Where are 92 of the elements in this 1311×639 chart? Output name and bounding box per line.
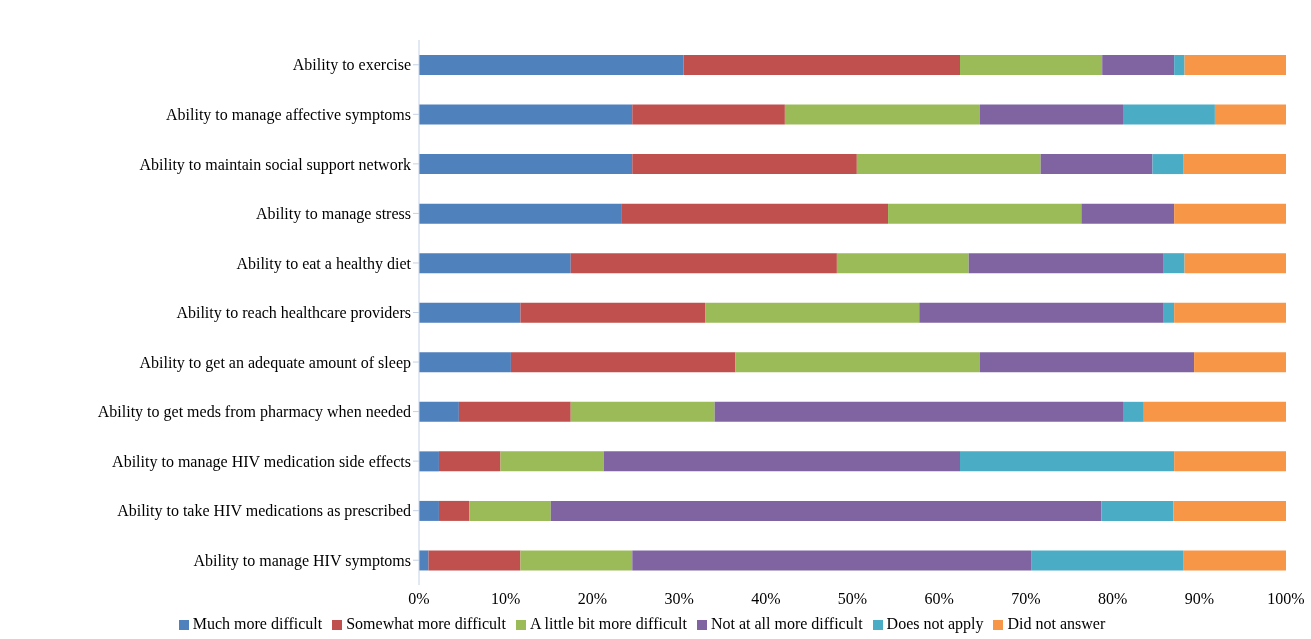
x-tick-label: 80% xyxy=(1097,590,1128,608)
y-tick-label: Ability to manage stress xyxy=(255,205,411,224)
bar xyxy=(1184,55,1286,75)
bar xyxy=(419,401,459,422)
x-tick-label: 10% xyxy=(491,590,521,608)
y-tick-label: Ability to manage HIV symptoms xyxy=(193,551,411,570)
x-tick-label: 0% xyxy=(408,590,430,608)
bar xyxy=(520,302,706,323)
bar xyxy=(419,451,439,472)
y-tick-label: Ability to reach healthcare providers xyxy=(176,304,411,323)
y-tick-label: Ability to exercise xyxy=(292,56,411,75)
legend-label: Much more difficult xyxy=(192,615,323,632)
bar xyxy=(1163,302,1175,323)
x-tick-label: 50% xyxy=(837,590,868,608)
bar xyxy=(1031,550,1184,571)
bar xyxy=(1173,500,1286,521)
bar xyxy=(714,401,1123,422)
bar xyxy=(1143,401,1286,422)
bar xyxy=(836,253,969,274)
x-tick-label: 100% xyxy=(1267,590,1305,608)
bar xyxy=(419,352,511,373)
x-tick-label: 60% xyxy=(924,590,954,608)
y-tick-label: Ability to take HIV medications as prescribed xyxy=(117,502,411,521)
legend-label: Does not apply xyxy=(886,615,984,632)
y-tick-label: Ability to eat a healthy diet xyxy=(236,254,412,273)
bar xyxy=(632,154,857,175)
x-tick-label: 30% xyxy=(664,590,694,608)
bar xyxy=(510,352,736,373)
bar xyxy=(1183,550,1286,571)
bar xyxy=(1081,203,1175,224)
bar xyxy=(419,500,439,521)
x-tick-label: 90% xyxy=(1184,590,1214,608)
bar xyxy=(419,104,633,125)
bar xyxy=(1194,352,1286,373)
bar xyxy=(570,253,837,274)
bar xyxy=(550,500,1102,521)
bar xyxy=(1101,500,1174,521)
legend-label: A little bit more difficult xyxy=(529,615,687,632)
legend-label: Did not answer xyxy=(1007,615,1106,632)
bar xyxy=(438,451,501,472)
bar xyxy=(856,154,1041,175)
bar xyxy=(632,104,785,125)
bar xyxy=(960,451,1175,472)
y-tick-label: Ability to maintain social support network xyxy=(139,155,411,174)
y-tick-label: Ability to get meds from pharmacy when needed xyxy=(97,403,411,422)
x-tick-label: 70% xyxy=(1011,590,1041,608)
bar xyxy=(1123,104,1215,125)
bar xyxy=(1214,104,1286,125)
bar xyxy=(632,550,1032,571)
bar xyxy=(1174,451,1286,472)
y-tick-label: Ability to manage HIV medication side effects xyxy=(112,452,411,471)
legend-label: Somewhat more difficult xyxy=(346,615,506,632)
bar xyxy=(1174,55,1185,75)
bar xyxy=(979,104,1123,125)
bar xyxy=(428,550,521,571)
bar xyxy=(1174,302,1286,323)
x-tick-label: 40% xyxy=(751,590,781,608)
bar xyxy=(419,550,429,571)
bar xyxy=(419,253,571,274)
bar xyxy=(960,55,1103,75)
bar xyxy=(419,302,521,323)
bar xyxy=(419,203,622,224)
bar xyxy=(888,203,1082,224)
bar xyxy=(419,55,684,75)
bar xyxy=(1183,154,1286,175)
bar xyxy=(979,352,1195,373)
bar xyxy=(621,203,889,224)
bar xyxy=(784,104,980,125)
y-tick-label: Ability to get an adequate amount of sleep xyxy=(139,353,411,372)
bar xyxy=(1040,154,1153,175)
bar xyxy=(458,401,571,422)
bar xyxy=(570,401,715,422)
bar xyxy=(1152,154,1184,175)
bar xyxy=(500,451,604,472)
bar xyxy=(469,500,551,521)
bar xyxy=(968,253,1164,274)
bar xyxy=(1123,401,1144,422)
bar xyxy=(919,302,1164,323)
bar xyxy=(1184,253,1286,274)
bar xyxy=(603,451,961,472)
x-tick-label: 20% xyxy=(577,590,608,608)
bar xyxy=(1174,203,1286,224)
bar xyxy=(438,500,470,521)
bar xyxy=(419,154,633,175)
bar xyxy=(520,550,633,571)
bar xyxy=(1163,253,1185,274)
bar xyxy=(705,302,920,323)
legend-label: Not at all more difficult xyxy=(710,615,863,632)
bar xyxy=(683,55,961,75)
bar xyxy=(1102,55,1175,75)
y-tick-label: Ability to manage affective symptoms xyxy=(166,106,411,124)
bar xyxy=(735,352,980,373)
